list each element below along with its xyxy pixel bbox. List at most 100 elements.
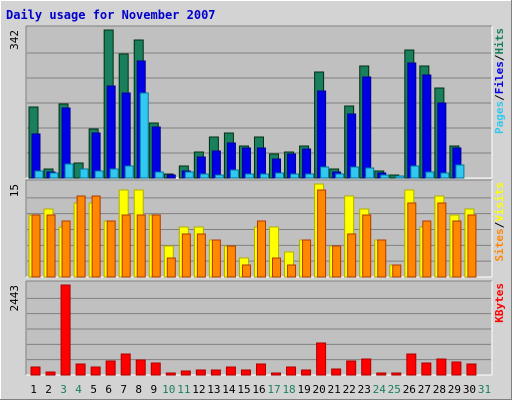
- bar-files-day-7: [121, 92, 131, 179]
- x-tick-label: 6: [105, 383, 112, 396]
- x-tick-label: 8: [135, 383, 142, 396]
- bar-pages-day-20: [320, 166, 330, 179]
- bar-pages-day-11: [184, 171, 194, 179]
- bar-sites-day-27: [422, 220, 432, 278]
- bar-kbytes-day-30: [466, 363, 477, 376]
- bar-sites-day-10: [166, 257, 176, 278]
- bar-files-day-9: [151, 126, 161, 179]
- bar-sites-day-7: [121, 214, 131, 278]
- x-tick-label: 23: [358, 383, 371, 396]
- bar-pages-day-1: [34, 170, 44, 179]
- bar-sites-day-25: [392, 264, 402, 278]
- bar-sites-day-13: [211, 239, 221, 278]
- bar-files-day-27: [422, 74, 432, 179]
- bar-kbytes-day-21: [331, 368, 342, 376]
- x-tick-label: 19: [297, 383, 310, 396]
- bar-sites-day-29: [452, 220, 462, 278]
- bar-kbytes-day-27: [421, 362, 432, 376]
- bar-sites-day-4: [76, 195, 86, 278]
- legend-entry: Sites: [493, 228, 506, 261]
- legend-entry: /: [493, 221, 506, 228]
- x-tick-label: 26: [403, 383, 416, 396]
- bar-sites-day-3: [61, 220, 71, 278]
- bar-sites-day-6: [106, 220, 116, 278]
- x-tick-label: 18: [282, 383, 295, 396]
- bar-kbytes-day-28: [436, 358, 447, 376]
- x-tick-label: 25: [388, 383, 401, 396]
- x-tick-label: 28: [433, 383, 446, 396]
- bar-pages-day-7: [124, 165, 134, 179]
- bar-kbytes-day-5: [90, 366, 101, 376]
- bar-kbytes-day-1: [30, 366, 41, 376]
- bar-sites-day-2: [46, 214, 56, 278]
- bar-kbytes-day-18: [286, 366, 297, 376]
- bar-sites-day-11: [181, 233, 191, 278]
- bar-kbytes-day-29: [451, 361, 462, 376]
- bar-sites-day-21: [332, 245, 342, 278]
- bar-pages-day-13: [214, 174, 224, 179]
- bar-kbytes-day-14: [225, 366, 236, 376]
- bar-pages-day-9: [154, 171, 164, 179]
- bar-sites-day-20: [317, 189, 327, 278]
- bar-kbytes-day-23: [361, 358, 372, 376]
- x-tick-label: 14: [222, 383, 236, 396]
- x-tick-label: 9: [150, 383, 157, 396]
- x-tick-label: 24: [373, 383, 387, 396]
- bar-pages-day-21: [335, 173, 345, 179]
- bar-pages-day-2: [49, 172, 59, 179]
- bar-pages-day-25: [395, 175, 405, 179]
- bar-pages-day-26: [410, 165, 420, 179]
- x-tick-label: 12: [192, 383, 205, 396]
- bar-pages-day-4: [79, 168, 89, 179]
- x-tick-label: 7: [120, 383, 127, 396]
- panel-visits-sites: 15 Sites/Visits: [8, 179, 506, 278]
- bar-kbytes-day-19: [301, 369, 312, 376]
- bar-pages-day-28: [440, 172, 450, 179]
- bar-pages-day-8: [139, 92, 149, 179]
- legend-kbytes: KBytes: [493, 283, 506, 323]
- x-axis-labels: 1 2 3 4 5 6 7 8 9 10 11 12 13 14 15 16 17 18 19 20 21 22 23 24 2…: [30, 383, 491, 396]
- bar-pages-day-24: [380, 174, 390, 179]
- legend-entry: KBytes: [493, 283, 506, 323]
- x-tick-label: 3: [60, 383, 67, 396]
- bar-kbytes-day-2: [45, 371, 56, 376]
- bar-kbytes-day-8: [135, 359, 146, 376]
- bar-kbytes-day-12: [195, 369, 206, 376]
- bar-kbytes-day-15: [240, 369, 251, 376]
- bar-sites-day-19: [302, 239, 312, 278]
- x-tick-label: 10: [162, 383, 175, 396]
- x-tick-label: 29: [448, 383, 461, 396]
- y-max-label-kbytes: 2443: [8, 285, 21, 312]
- bar-files-day-26: [407, 62, 417, 179]
- bar-kbytes-day-13: [210, 369, 221, 376]
- bar-kbytes-day-16: [255, 363, 266, 376]
- bar-sites-day-24: [377, 239, 387, 278]
- legend-visits-sites: Sites/Visits: [493, 182, 506, 262]
- legend-entry: /: [493, 94, 506, 101]
- x-tick-label: 27: [418, 383, 431, 396]
- bar-files-day-28: [437, 102, 447, 179]
- x-tick-label: 16: [252, 383, 265, 396]
- bar-kbytes-day-4: [75, 363, 86, 376]
- bar-kbytes-day-10: [165, 372, 176, 376]
- bar-kbytes-day-3: [60, 284, 71, 376]
- x-tick-label: 30: [463, 383, 476, 396]
- x-tick-label: 2: [45, 383, 52, 396]
- x-tick-label: 20: [313, 383, 326, 396]
- bar-sites-day-8: [136, 214, 146, 278]
- bar-pages-day-19: [305, 173, 315, 179]
- bar-sites-day-30: [467, 214, 477, 278]
- bar-pages-day-3: [64, 163, 74, 179]
- bar-kbytes-day-20: [316, 342, 327, 376]
- bar-sites-day-26: [407, 202, 417, 278]
- bar-kbytes-day-22: [346, 360, 357, 376]
- bar-files-day-6: [106, 85, 116, 179]
- bar-kbytes-day-24: [376, 372, 387, 376]
- legend-entry: Files: [493, 61, 506, 94]
- y-max-label-visits-sites: 15: [8, 184, 21, 197]
- bar-pages-day-6: [109, 168, 119, 179]
- bar-kbytes-day-7: [120, 353, 131, 376]
- bar-sites-day-18: [287, 264, 297, 278]
